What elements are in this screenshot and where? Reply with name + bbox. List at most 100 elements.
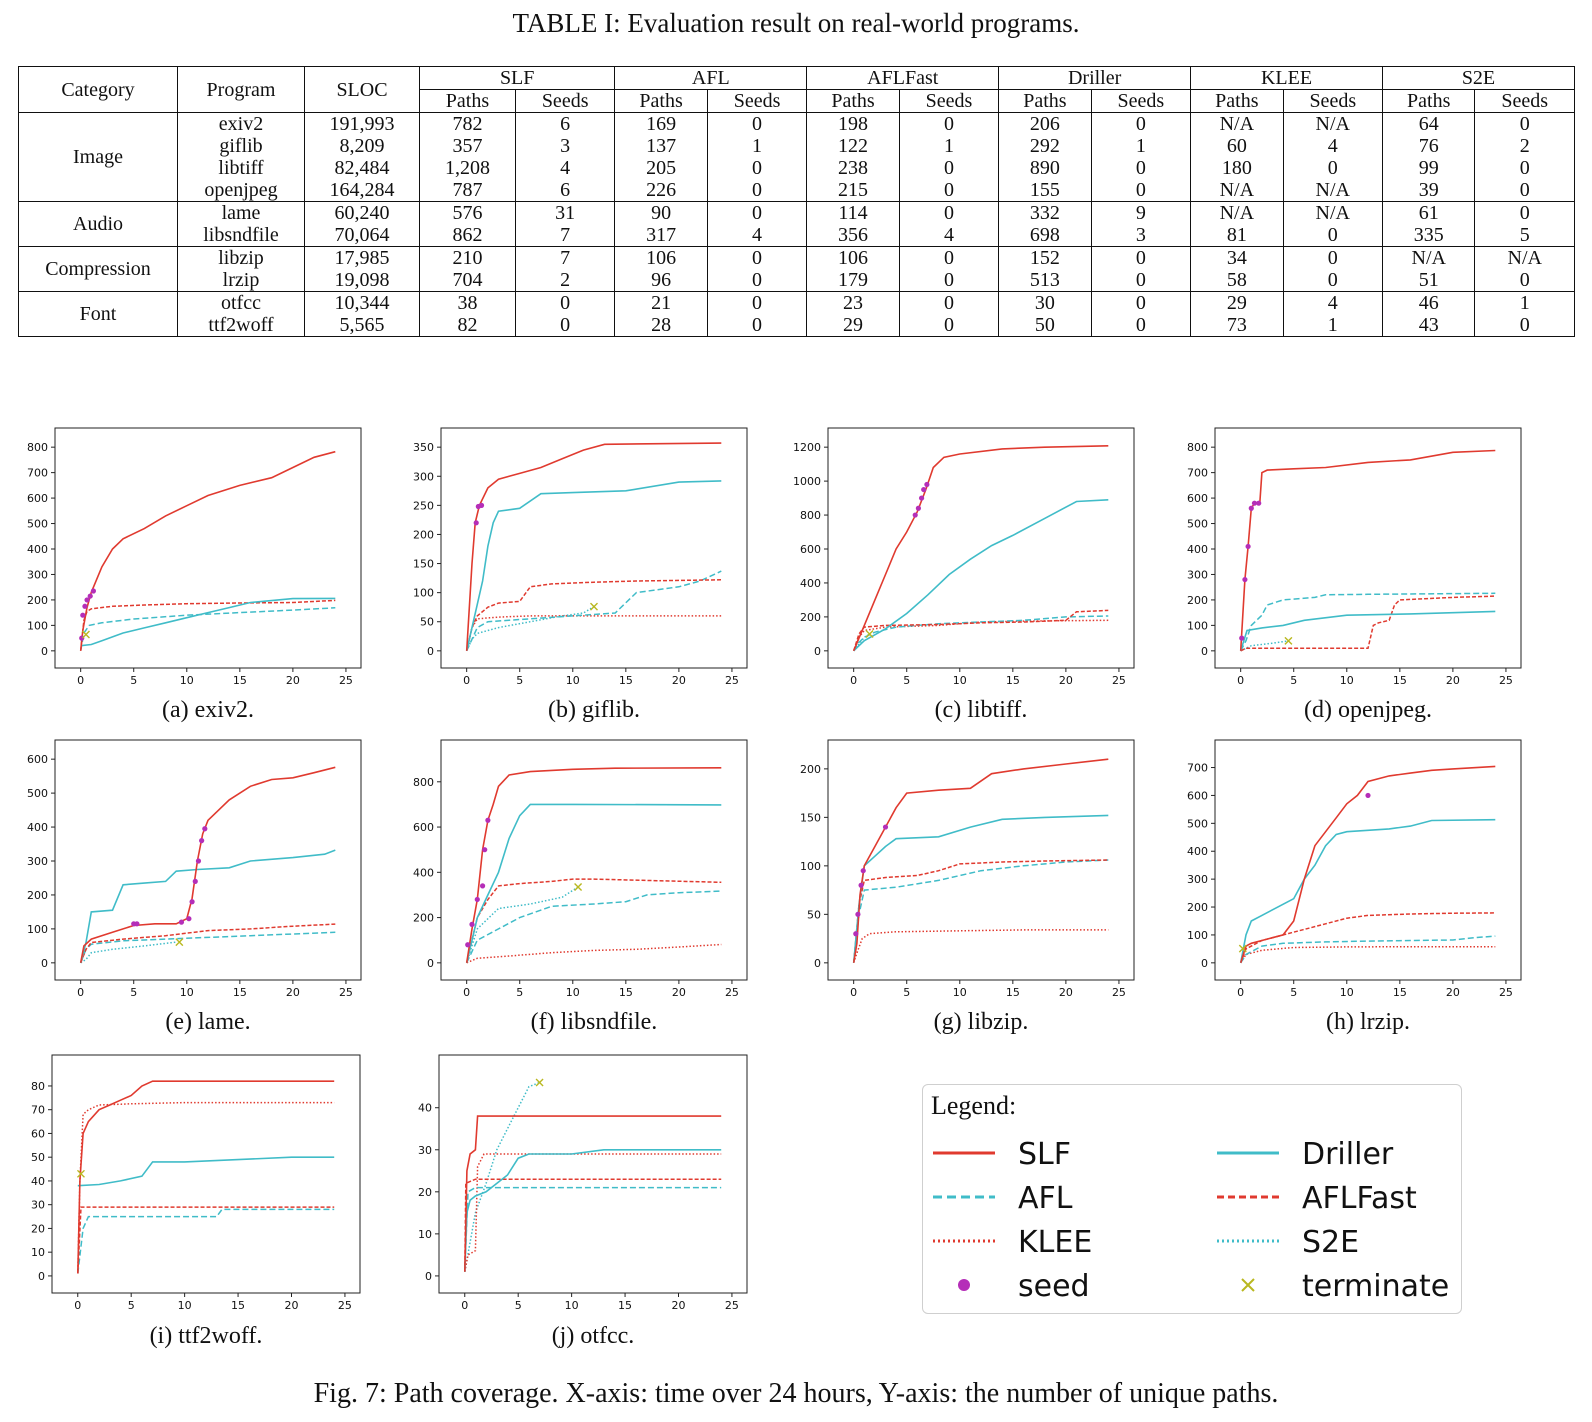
x-tick-label: 10: [953, 986, 967, 999]
y-tick-label: 10: [31, 1246, 45, 1259]
value-cell: 0: [706, 314, 808, 337]
series-aflfast: [1239, 912, 1496, 964]
y-tick-label: 700: [27, 467, 48, 480]
y-tick-label: 30: [31, 1199, 45, 1212]
program-cell: libzip: [177, 246, 305, 269]
plot-frame: [438, 1054, 748, 1294]
y-tick-label: 0: [41, 645, 48, 658]
y-tick-label: 200: [800, 611, 821, 624]
subheader-paths: Paths: [1381, 89, 1476, 113]
y-tick-label: 800: [1187, 441, 1208, 454]
seed-marker: [924, 481, 930, 488]
series-aflfast: [1240, 595, 1496, 652]
value-cell: 23: [806, 291, 900, 314]
plot-frame: [440, 427, 748, 669]
program-cell: otfcc: [177, 291, 305, 314]
y-tick-label: 0: [1201, 957, 1208, 970]
series-afl: [466, 570, 722, 652]
value-cell: 1,208: [419, 157, 516, 179]
value-cell: 90: [614, 201, 708, 224]
x-tick-label: 0: [1237, 674, 1244, 687]
y-tick-label: 0: [814, 645, 821, 658]
value-cell: 106: [806, 246, 900, 269]
value-cell: 0: [898, 179, 1000, 202]
sloc-cell: 191,993: [304, 112, 420, 135]
chart-svg-e: 0 5 10 15 20 25 0 100 200 300 400 500 600: [27, 739, 362, 999]
value-cell: 576: [419, 201, 516, 224]
plot-frame: [827, 427, 1135, 669]
value-cell: 43: [1381, 314, 1476, 337]
series-klee: [466, 943, 722, 964]
category-cell: Font: [18, 291, 178, 337]
value-cell: 317: [614, 224, 708, 247]
series-afl: [852, 859, 1109, 963]
x-tick-label: 20: [672, 674, 686, 687]
y-tick-label: 40: [418, 1102, 432, 1115]
series-slf: [77, 1080, 335, 1274]
table-row: giflib 8,209 357 3 137 1 122 1 292 1 60 4 76 2: [19, 135, 1575, 157]
terminate-marker: [535, 1078, 544, 1087]
sloc-cell: 10,344: [304, 291, 420, 314]
terminate-marker: [76, 1169, 85, 1178]
sloc-cell: 82,484: [304, 157, 420, 179]
value-cell: 0: [1090, 314, 1192, 337]
subfigure-caption: (g) libzip.: [933, 1009, 1029, 1035]
value-cell: 96: [614, 269, 708, 292]
x-tick-label: 15: [233, 986, 247, 999]
x-tick-label: 5: [1290, 674, 1297, 687]
header-group-driller: Driller: [998, 66, 1192, 90]
subfigure-caption: (c) libtiff.: [934, 697, 1028, 723]
series-driller: [79, 849, 336, 964]
y-tick-label: 300: [413, 470, 434, 483]
legend-title: Legend:: [931, 1091, 1017, 1120]
subfigure-caption: (e) lame.: [165, 1009, 251, 1035]
x-tick-label: 0: [463, 986, 470, 999]
value-cell: 2: [514, 269, 616, 292]
series-afl: [466, 890, 722, 964]
y-tick-label: 500: [27, 787, 48, 800]
value-cell: 513: [998, 269, 1092, 292]
table-row: openjpeg 164,284 787 6 226 0 215 0 155 0 N/A N/A 39 0: [19, 179, 1575, 202]
header-group-aflfast: AFLFast: [806, 66, 1000, 90]
seed-marker: [80, 612, 86, 618]
terminate-marker: [1238, 944, 1247, 953]
series-slf: [464, 1115, 722, 1272]
value-cell: 0: [898, 201, 1000, 224]
x-tick-label: 0: [461, 1299, 468, 1312]
x-tick-label: 5: [516, 674, 523, 687]
y-tick-label: 100: [27, 923, 48, 936]
series-aflfast: [80, 923, 336, 964]
terminate-marker: [1284, 636, 1293, 645]
value-cell: 0: [898, 291, 1000, 314]
value-cell: 238: [806, 157, 900, 179]
seed-marker: [1239, 635, 1245, 641]
series-afl: [80, 931, 336, 964]
value-cell: 0: [1090, 179, 1192, 202]
y-tick-label: 0: [38, 1270, 45, 1283]
x-tick-label: 20: [671, 1299, 685, 1312]
legend-label-s2e: S2E: [1302, 1225, 1359, 1260]
seed-marker: [202, 826, 208, 832]
seed-marker: [485, 817, 491, 823]
category-cell: Compression: [18, 246, 178, 292]
x-tick-label: 15: [619, 674, 633, 687]
y-tick-label: 150: [413, 558, 434, 571]
seed-marker: [90, 588, 97, 594]
y-tick-label: 10: [418, 1228, 432, 1241]
y-tick-label: 100: [1187, 619, 1208, 632]
value-cell: 0: [898, 269, 1000, 292]
value-cell: 73: [1190, 314, 1284, 337]
seed-marker: [1256, 500, 1262, 506]
series-driller: [852, 814, 1109, 963]
series-driller: [465, 803, 722, 963]
x-tick-label: 5: [903, 986, 910, 999]
program-cell: ttf2woff: [177, 314, 305, 337]
value-cell: 155: [998, 179, 1092, 202]
value-cell: 137: [614, 135, 708, 157]
x-tick-label: 10: [566, 674, 580, 687]
sloc-cell: 70,064: [304, 224, 420, 247]
series-klee: [77, 1101, 335, 1274]
table-row: Font otfcc 10,344 38 0 21 0 23 0 30 0 29 4 46 1: [18, 291, 1575, 337]
value-cell: N/A: [1474, 246, 1575, 269]
value-cell: 0: [706, 269, 808, 292]
